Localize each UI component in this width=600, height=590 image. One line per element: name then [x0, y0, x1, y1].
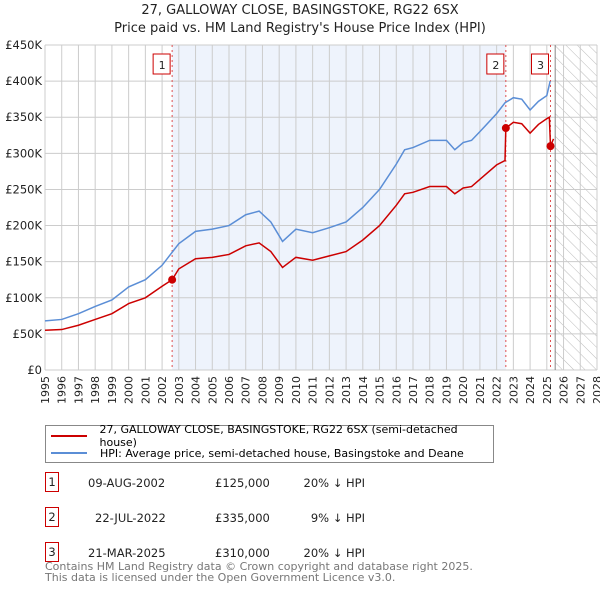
- x-tick-label: 2024: [524, 376, 537, 404]
- sale-price: £125,000: [215, 476, 270, 490]
- x-tick-label: 2002: [156, 376, 169, 404]
- y-tick-label: £450K: [5, 38, 42, 52]
- sale-hpi-diff: 20% ↓ HPI: [303, 546, 365, 560]
- sale-label-box: [530, 53, 549, 75]
- y-tick-label: £250K: [5, 182, 42, 196]
- sale-hpi-diff: 9% ↓ HPI: [310, 511, 365, 525]
- footer: Contains HM Land Registry data © Crown c…: [45, 561, 473, 583]
- x-tick-label: 2026: [558, 376, 571, 404]
- sale-number: 1: [45, 472, 59, 492]
- legend-label: HPI: Average price, semi-detached house,…: [100, 446, 464, 460]
- legend-swatch: [51, 452, 87, 454]
- x-tick-label: 2005: [206, 376, 219, 404]
- x-tick-label: 2019: [440, 376, 453, 404]
- x-tick-label: 2013: [340, 376, 353, 404]
- x-tick-label: 2017: [407, 376, 420, 404]
- sale-point: [501, 124, 510, 133]
- x-tick-label: 2010: [290, 376, 303, 404]
- chart-subtitle: Price paid vs. HM Land Registry's House …: [114, 21, 486, 36]
- footer-line: This data is licensed under the Open Gov…: [45, 571, 396, 584]
- sale-label: 2: [492, 59, 499, 72]
- sale-hpi-diff: 20% ↓ HPI: [303, 476, 365, 490]
- x-tick-label: 2004: [190, 376, 203, 404]
- plot: 1995 1996 1997 1998 1999 2000 2001 2002 2003 2004…: [5, 38, 600, 404]
- x-tick-label: 2021: [474, 376, 487, 404]
- legend-item-hpi: HPI: Average price, semi-detached house,…: [46, 445, 464, 461]
- x-tick-label: 2011: [307, 376, 320, 404]
- sale-label-box: [152, 53, 171, 75]
- x-tick-label: 1999: [106, 376, 119, 404]
- y-tick-label: £300K: [5, 146, 42, 160]
- sale-label-box: [486, 53, 505, 75]
- sale-price: £335,000: [215, 511, 270, 525]
- x-tick-label: 2015: [374, 376, 387, 404]
- legend-item-property: 27, GALLOWAY CLOSE, BASINGSTOKE, RG22 6S…: [46, 423, 493, 449]
- legend-swatch: [51, 435, 87, 437]
- y-tick-label: £400K: [5, 74, 42, 88]
- sale-date: 09-AUG-2002: [88, 476, 166, 490]
- property-price-line: [44, 115, 555, 332]
- x-tick-label: 2018: [424, 376, 437, 404]
- x-tick-label: 2023: [507, 376, 520, 404]
- sale-number: 2: [45, 507, 59, 527]
- y-tick-label: £150K: [5, 255, 42, 269]
- x-tick-label: 1998: [89, 376, 102, 404]
- x-tick-label: 2007: [240, 376, 253, 404]
- sale-number: 3: [45, 542, 59, 562]
- sale-label: 1: [159, 59, 166, 72]
- sale-label: 3: [537, 59, 544, 72]
- x-tick-label: 2008: [256, 376, 269, 404]
- x-tick-label: 2022: [491, 376, 504, 404]
- x-tick-label: 1996: [56, 376, 69, 404]
- sale-date: 21-MAR-2025: [88, 546, 166, 560]
- x-tick-label: 2012: [323, 376, 336, 404]
- x-tick-label: 2027: [574, 376, 587, 404]
- legend-label: 27, GALLOWAY CLOSE, BASINGSTOKE, RG22 6S…: [99, 423, 458, 449]
- sale-date: 22-JUL-2022: [95, 511, 166, 525]
- x-tick-label: 2006: [223, 376, 236, 404]
- x-tick-label: 2014: [357, 376, 370, 404]
- x-tick-label: 2003: [173, 376, 186, 404]
- chart-title: 27, GALLOWAY CLOSE, BASINGSTOKE, RG22 6S…: [141, 3, 459, 18]
- x-tick-label: 2016: [390, 376, 403, 404]
- sale-price: £310,000: [215, 546, 270, 560]
- footer-line: Contains HM Land Registry data © Crown c…: [45, 560, 473, 573]
- x-tick-label: 2025: [541, 376, 554, 404]
- y-tick-label: £0: [27, 363, 42, 377]
- y-tick-label: £50K: [13, 327, 43, 341]
- sale-point: [168, 275, 177, 284]
- sale-point: [546, 142, 555, 151]
- x-tick-label: 2000: [123, 376, 136, 404]
- x-tick-label: 1997: [72, 376, 85, 404]
- hpi-line: [44, 80, 551, 322]
- x-tick-label: 2009: [273, 376, 286, 404]
- forecast-hatch: [555, 45, 597, 370]
- sale-period-shading: [172, 45, 506, 370]
- x-tick-label: 2028: [591, 376, 600, 404]
- x-tick-label: 2001: [139, 376, 152, 404]
- y-tick-label: £350K: [5, 110, 42, 124]
- y-tick-label: £100K: [5, 291, 42, 305]
- legend: 27, GALLOWAY CLOSE, BASINGSTOKE, RG22 6S…: [45, 423, 494, 463]
- y-tick-label: £200K: [5, 219, 42, 233]
- x-tick-label: 2020: [457, 376, 470, 404]
- x-tick-label: 1995: [39, 376, 52, 404]
